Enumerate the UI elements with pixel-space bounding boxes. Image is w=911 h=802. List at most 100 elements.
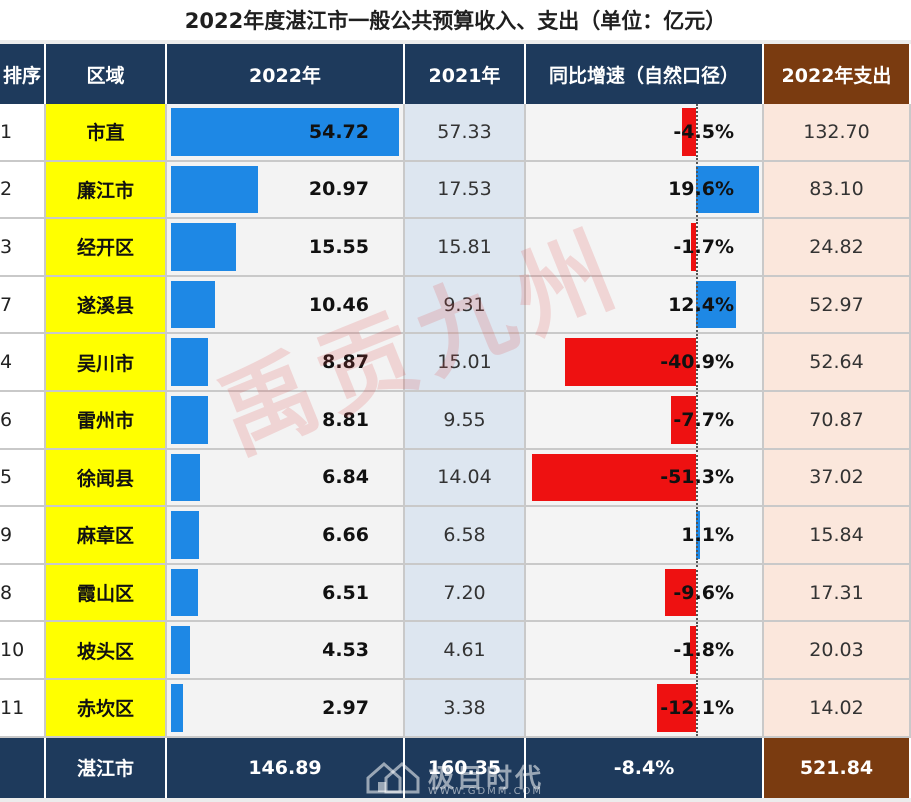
revenue-2022-bar: [171, 223, 236, 271]
rank-cell: 3: [0, 219, 46, 277]
total-region: 湛江市: [46, 737, 167, 798]
rank-cell: 2: [0, 161, 46, 220]
total-expense: 521.84: [764, 737, 911, 798]
value-2022-cell: 8.87: [167, 334, 405, 392]
value-2022-cell: 54.72: [167, 104, 405, 162]
region-cell: 遂溪县: [46, 276, 167, 335]
value-2022-label: 10.46: [308, 293, 369, 316]
header-rank: 排序: [0, 44, 46, 104]
value-2022-label: 6.84: [322, 466, 369, 489]
value-2021-cell: 9.31: [405, 276, 526, 335]
value-2022-label: 8.87: [322, 351, 369, 374]
region-cell: 霞山区: [46, 564, 167, 623]
rank-cell: 1: [0, 104, 46, 162]
value-2022-cell: 6.84: [167, 449, 405, 508]
table-row: 10 坡头区 4.53 4.61 -1.8% 20.03: [0, 622, 911, 680]
header-expense-2022: 2022年支出: [764, 44, 911, 104]
value-2022-label: 6.51: [322, 581, 369, 604]
growth-cell: 12.4%: [526, 276, 764, 335]
region-cell: 赤坎区: [46, 679, 167, 738]
growth-label: -1.8%: [673, 639, 734, 662]
rank-cell: 8: [0, 564, 46, 623]
growth-cell: -51.3%: [526, 449, 764, 508]
value-2021-cell: 15.81: [405, 219, 526, 277]
value-2022-label: 8.81: [322, 408, 369, 431]
region-cell: 廉江市: [46, 161, 167, 220]
growth-zero-axis: [696, 161, 698, 218]
region-cell: 坡头区: [46, 622, 167, 680]
expense-2022-cell: 52.64: [764, 334, 911, 392]
revenue-2022-bar: [171, 338, 208, 386]
growth-label: -9.6%: [673, 581, 734, 604]
value-2022-label: 4.53: [322, 639, 369, 662]
value-2022-label: 6.66: [322, 523, 369, 546]
table-row: 11 赤坎区 2.97 3.38 -12.1% 14.02: [0, 679, 911, 738]
value-2021-cell: 6.58: [405, 507, 526, 565]
total-2022: 146.89: [167, 737, 405, 798]
table-body: 1 市直 54.72 57.33 -4.5% 132.70 2 廉江市 20.97 17.53 19…: [0, 104, 911, 738]
growth-bar: [657, 683, 696, 732]
growth-label: -12.1%: [660, 696, 734, 719]
table-row: 1 市直 54.72 57.33 -4.5% 132.70: [0, 104, 911, 162]
value-2022-label: 15.55: [308, 235, 369, 258]
value-2022-cell: 8.81: [167, 391, 405, 450]
expense-2022-cell: 17.31: [764, 564, 911, 623]
value-2021-cell: 7.20: [405, 564, 526, 623]
region-cell: 麻章区: [46, 507, 167, 565]
value-2022-cell: 2.97: [167, 679, 405, 738]
revenue-2022-bar: [171, 511, 199, 559]
growth-bar: [690, 223, 696, 271]
growth-zero-axis: [696, 507, 698, 563]
table-row: 3 经开区 15.55 15.81 -1.7% 24.82: [0, 219, 911, 277]
table-row: 6 雷州市 8.81 9.55 -7.7% 70.87: [0, 391, 911, 450]
table-row: 8 霞山区 6.51 7.20 -9.6% 17.31: [0, 564, 911, 623]
growth-bar: [681, 108, 696, 156]
rank-cell: 11: [0, 679, 46, 738]
value-2021-cell: 15.01: [405, 334, 526, 392]
total-rank: [0, 737, 46, 798]
region-cell: 雷州市: [46, 391, 167, 450]
growth-label: -1.7%: [673, 235, 734, 258]
growth-label: -4.5%: [673, 120, 734, 143]
growth-zero-axis: [696, 104, 698, 160]
rank-cell: 10: [0, 622, 46, 680]
growth-label: 1.1%: [681, 523, 734, 546]
growth-label: -7.7%: [673, 408, 734, 431]
growth-zero-axis: [696, 622, 698, 678]
growth-zero-axis: [696, 679, 698, 736]
value-2021-cell: 3.38: [405, 679, 526, 738]
total-row: 湛江市 146.89 160.35 -8.4% 521.84: [0, 737, 911, 798]
rank-cell: 9: [0, 507, 46, 565]
value-2021-cell: 4.61: [405, 622, 526, 680]
growth-bar: [565, 338, 696, 386]
value-2022-cell: 15.55: [167, 219, 405, 277]
expense-2022-cell: 15.84: [764, 507, 911, 565]
growth-label: -51.3%: [660, 466, 734, 489]
rank-cell: 6: [0, 391, 46, 450]
growth-bar: [696, 165, 759, 214]
chart-title: 2022年度湛江市一般公共预算收入、支出（单位：亿元）: [0, 0, 911, 40]
growth-label: -40.9%: [660, 351, 734, 374]
value-2022-cell: 20.97: [167, 161, 405, 220]
header-growth: 同比增速（自然口径）: [526, 44, 764, 104]
revenue-2022-bar: [171, 683, 184, 732]
table-row: 5 徐闻县 6.84 14.04 -51.3% 37.02: [0, 449, 911, 508]
growth-cell: 19.6%: [526, 161, 764, 220]
growth-cell: -12.1%: [526, 679, 764, 738]
value-2021-cell: 9.55: [405, 391, 526, 450]
header-row: 排序 区域 2022年 2021年 同比增速（自然口径） 2022年支出: [0, 44, 911, 104]
expense-2022-cell: 37.02: [764, 449, 911, 508]
revenue-2022-bar: [171, 108, 399, 156]
budget-table: 排序 区域 2022年 2021年 同比增速（自然口径） 2022年支出 1 市直…: [0, 44, 911, 798]
table-row: 7 遂溪县 10.46 9.31 12.4% 52.97: [0, 276, 911, 335]
value-2022-cell: 6.66: [167, 507, 405, 565]
table-row: 2 廉江市 20.97 17.53 19.6% 83.10: [0, 161, 911, 220]
growth-bar: [531, 453, 696, 502]
growth-zero-axis: [696, 449, 698, 506]
growth-bar: [696, 280, 736, 329]
growth-cell: 1.1%: [526, 507, 764, 565]
value-2022-label: 54.72: [308, 120, 369, 143]
growth-cell: -40.9%: [526, 334, 764, 392]
revenue-2022-bar: [171, 395, 208, 444]
expense-2022-cell: 83.10: [764, 161, 911, 220]
